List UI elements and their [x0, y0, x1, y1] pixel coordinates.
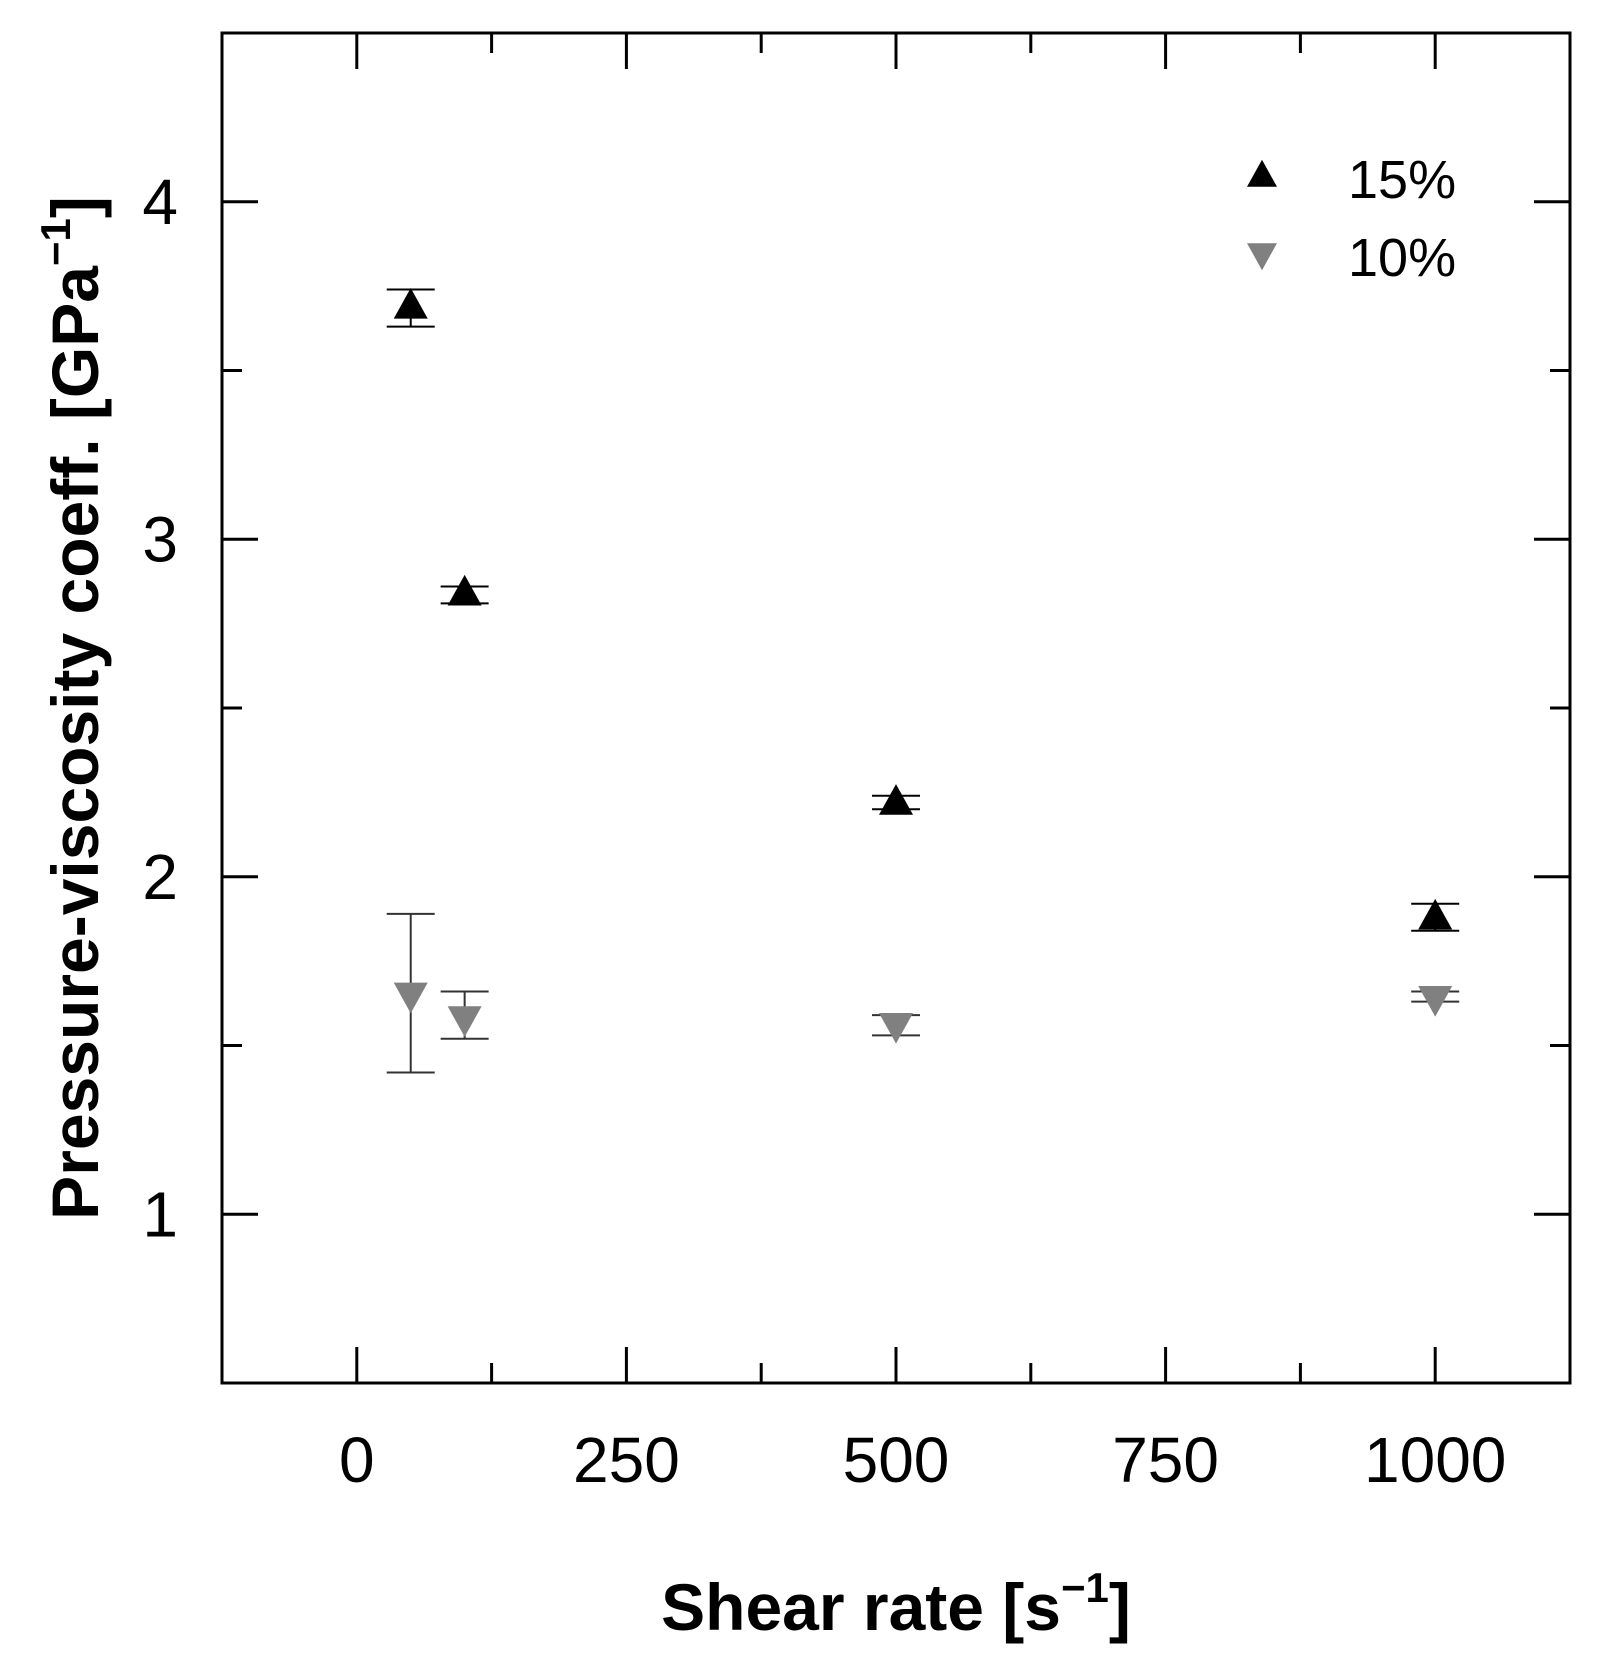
legend: 15%10%	[1247, 150, 1456, 288]
data-point	[447, 574, 482, 606]
legend-marker	[1247, 159, 1277, 187]
y-tick-label: 2	[142, 841, 178, 913]
tick-labels: 0 250 500 750 1000 1 2 3 4	[142, 166, 1506, 1496]
x-tick-label: 1000	[1364, 1424, 1506, 1496]
y-tick-label: 3	[142, 503, 178, 575]
data-point	[393, 288, 428, 319]
data-point	[447, 1006, 482, 1037]
x-tick-label: 500	[843, 1424, 950, 1496]
x-tick-label: 0	[339, 1424, 375, 1496]
y-tick-label: 1	[142, 1178, 178, 1250]
x-tick-label: 750	[1112, 1424, 1219, 1496]
data-point	[879, 784, 913, 815]
y-tick-label: 4	[142, 166, 178, 238]
series-1	[386, 912, 1460, 1074]
legend-label: 10%	[1348, 228, 1456, 288]
y-axis-title: Pressure-viscosity coeff. [GPa−1]	[32, 196, 112, 1220]
x-axis-title: Shear rate [s−1]	[661, 1564, 1131, 1644]
series-0	[386, 288, 1460, 932]
data-point	[1418, 898, 1453, 930]
legend-label: 15%	[1348, 150, 1456, 210]
data-series	[386, 288, 1460, 1074]
x-tick-label: 250	[573, 1424, 680, 1496]
data-point	[879, 1013, 913, 1044]
axis-ticks	[222, 33, 1570, 1383]
data-point	[393, 982, 428, 1014]
data-point	[1418, 986, 1453, 1017]
legend-marker	[1247, 243, 1277, 271]
